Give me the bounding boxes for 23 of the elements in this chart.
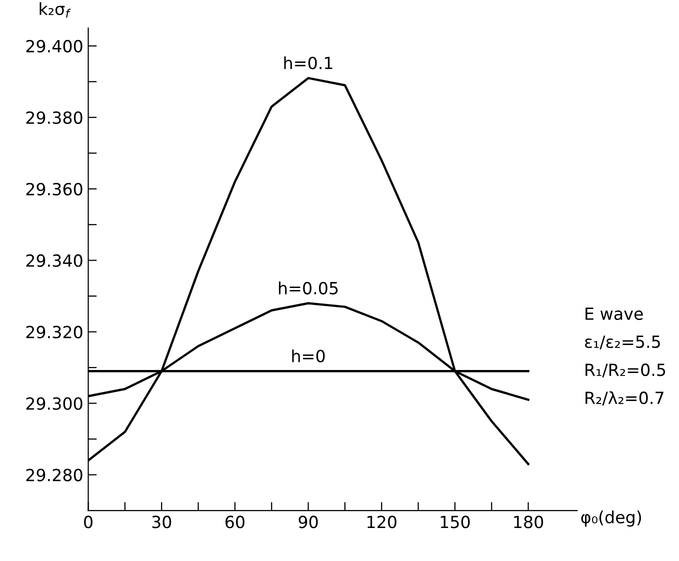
y-tick-label: 29.300 bbox=[26, 397, 82, 410]
y-tick-label: 29.340 bbox=[26, 254, 82, 267]
x-axis-title: φ₀(deg) bbox=[581, 510, 641, 527]
y-tick-label: 29.400 bbox=[26, 40, 82, 52]
series-label: h=0.1 bbox=[284, 56, 332, 70]
x-tick-label: 150 bbox=[440, 516, 470, 528]
x-tick-label: 120 bbox=[368, 516, 396, 528]
x-tick-label: 90 bbox=[298, 516, 318, 528]
x-tick-label: 0 bbox=[84, 516, 92, 528]
y-tick-label: 29.320 bbox=[26, 326, 82, 338]
y-axis-title: k₂σ$_{f}$ bbox=[40, 2, 71, 18]
y-tick-label: 29.360 bbox=[26, 182, 82, 196]
text: R₁/R₂=0.5 bbox=[586, 364, 666, 378]
x-tick-label: 60 bbox=[225, 516, 244, 528]
text: E wave bbox=[586, 308, 643, 320]
series-label: h=0.05 bbox=[278, 282, 338, 294]
text: R₂/λ₂=0.7 bbox=[586, 391, 664, 406]
x-tick-label: 30 bbox=[152, 516, 172, 528]
y-tick-label: 29.380 bbox=[26, 111, 82, 124]
x-tick-label: 180 bbox=[514, 516, 544, 528]
series-label: h=0 bbox=[292, 349, 325, 362]
y-tick-label: 29.280 bbox=[26, 468, 82, 482]
text: ε₁/ε₂=5.5 bbox=[585, 336, 660, 350]
